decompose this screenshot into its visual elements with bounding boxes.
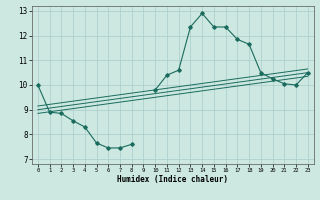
X-axis label: Humidex (Indice chaleur): Humidex (Indice chaleur): [117, 175, 228, 184]
